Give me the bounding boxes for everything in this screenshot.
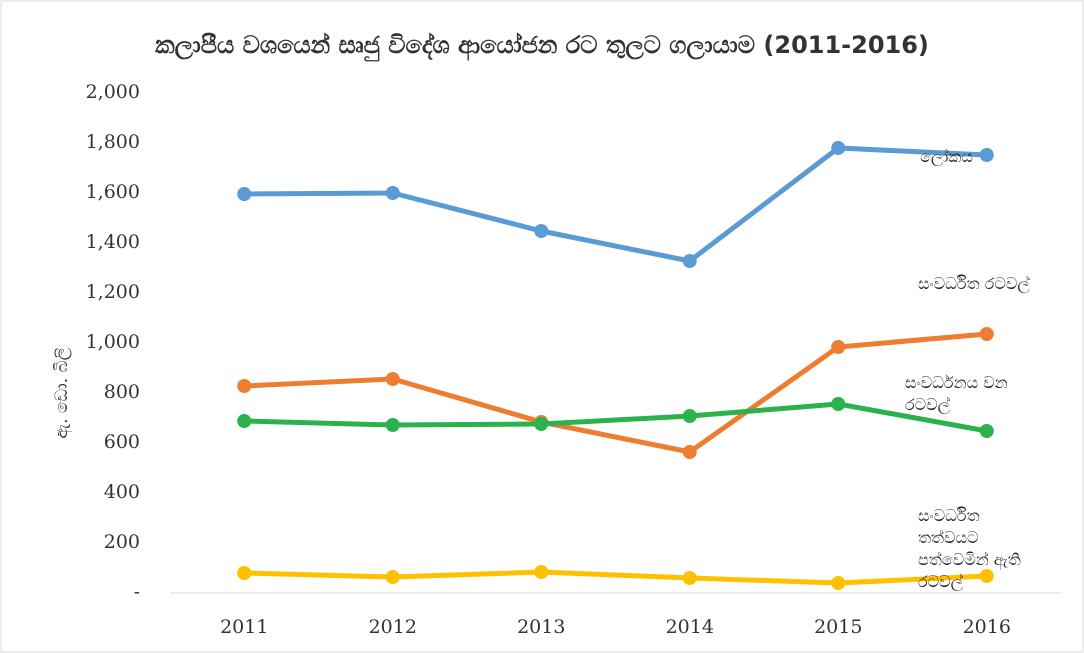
y-tick-label: 1,400 — [86, 231, 140, 253]
chart-title: කලාපීය වශයෙන් සෘජු විදේශ ආයෝජන රට තුලට ග… — [155, 31, 929, 62]
series-line — [244, 401, 988, 434]
series-marker — [534, 417, 549, 431]
series-label: ලෝකය — [920, 147, 973, 166]
series-marker — [979, 569, 994, 583]
y-axis-label: ඇ. ඩො. බිලි — [52, 347, 73, 438]
x-tick-label: 2015 — [814, 616, 862, 638]
y-tick-label: 1,000 — [86, 331, 140, 353]
y-tick-label: 2,000 — [86, 81, 140, 103]
series-marker — [979, 327, 994, 341]
y-tick-label: - — [134, 581, 140, 603]
series-marker — [682, 409, 697, 423]
series-marker — [237, 187, 252, 201]
series-label: සංවර්ධිත තත්වයට පත්වෙමින් ඇති රටවල් — [918, 506, 1021, 591]
series-marker — [682, 254, 697, 268]
x-tick-label: 2011 — [220, 616, 268, 638]
y-tick-label: 1,800 — [86, 131, 140, 153]
series-marker — [385, 186, 400, 200]
y-tick-label: 200 — [104, 531, 140, 553]
series-marker — [385, 570, 400, 584]
series-marker — [979, 424, 994, 438]
series-marker — [979, 148, 994, 162]
series-marker — [534, 565, 549, 579]
x-tick-label: 2013 — [517, 616, 565, 638]
x-tick-label: 2012 — [369, 616, 417, 638]
x-tick-label: 2014 — [666, 616, 714, 638]
series-marker — [682, 445, 697, 459]
x-tick-label: 2016 — [963, 616, 1011, 638]
series-marker — [237, 566, 252, 580]
series-line — [244, 569, 987, 586]
series-marker — [385, 372, 400, 386]
series-marker — [831, 397, 846, 411]
series-marker — [831, 576, 846, 590]
y-tick-label: 400 — [104, 481, 140, 503]
y-tick-label: 1,600 — [86, 181, 140, 203]
series-marker — [831, 340, 846, 354]
series-marker — [237, 414, 252, 428]
series-marker — [534, 224, 549, 238]
series-label: සංවර්ධිත රටවල් — [918, 274, 1030, 293]
y-tick-label: 1,200 — [86, 281, 140, 303]
series-line — [244, 145, 987, 264]
y-tick-label: 800 — [104, 381, 140, 403]
series-marker — [237, 379, 252, 393]
y-tick-label: 600 — [104, 431, 140, 453]
series-line — [244, 331, 987, 455]
series-marker — [831, 141, 846, 155]
series-label: සංවර්ධනය වන රටවල් — [905, 373, 1008, 414]
series-marker — [682, 571, 697, 585]
series-marker — [385, 418, 400, 432]
